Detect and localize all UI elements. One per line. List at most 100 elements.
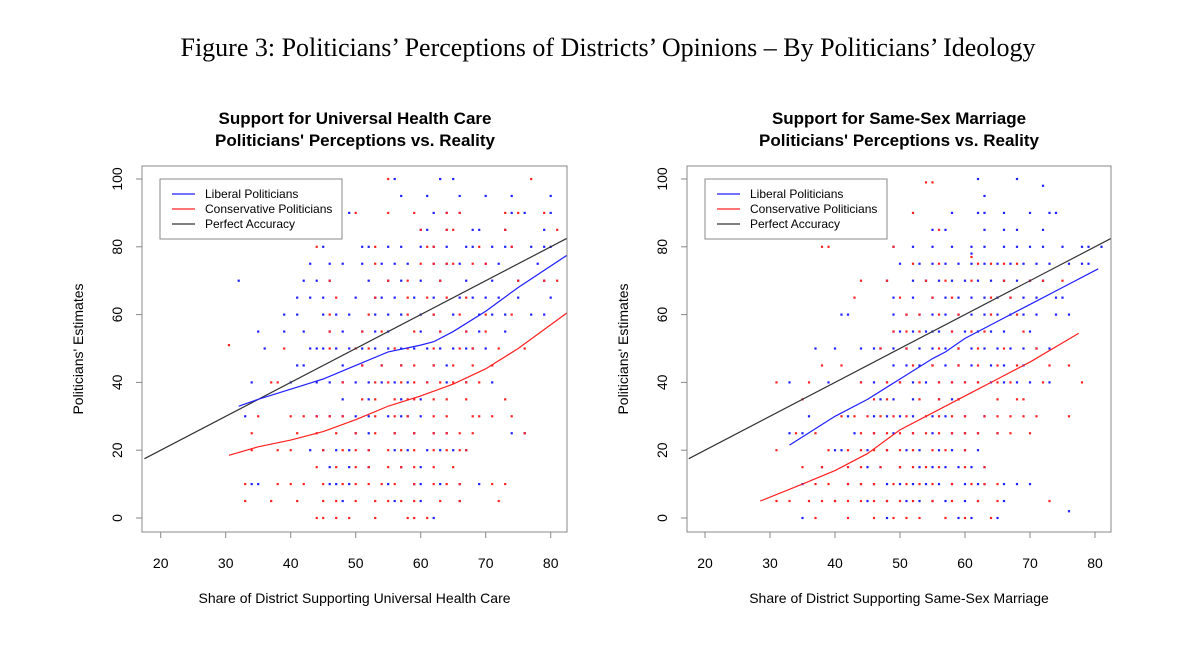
liberal-point xyxy=(1048,262,1051,265)
liberal-point xyxy=(257,330,260,333)
liberal-point xyxy=(983,245,986,248)
liberal-point xyxy=(931,347,934,350)
conservative-point xyxy=(439,381,442,384)
conservative-point xyxy=(413,432,416,435)
liberal-point xyxy=(458,296,461,299)
conservative-point xyxy=(335,499,338,503)
liberal-point xyxy=(341,398,344,401)
liberal-point xyxy=(406,262,409,265)
liberal-point xyxy=(944,296,947,299)
liberal-point xyxy=(944,313,947,316)
liberal-point xyxy=(335,347,338,350)
conservative-point xyxy=(879,347,882,350)
conservative-point xyxy=(374,262,377,265)
conservative-point xyxy=(944,516,947,520)
liberal-point xyxy=(257,483,260,486)
liberal-point xyxy=(452,449,455,452)
conservative-point xyxy=(950,483,954,486)
conservative-point xyxy=(315,466,318,469)
liberal-point xyxy=(419,398,422,401)
liberal-point xyxy=(549,194,552,198)
liberal-point xyxy=(1022,262,1025,265)
conservative-point xyxy=(289,483,292,486)
conservative-point xyxy=(406,296,409,299)
liberal-point xyxy=(983,194,986,198)
liberal-point xyxy=(296,364,299,367)
conservative-point xyxy=(439,499,442,503)
conservative-point xyxy=(885,499,889,503)
chart-panel-2: Support for Same-Sex Marriage Politicians… xyxy=(615,109,1112,606)
liberal-point xyxy=(905,499,908,503)
liberal-point xyxy=(419,499,422,503)
liberal-point xyxy=(439,483,442,486)
liberal-point xyxy=(976,177,980,181)
conservative-point xyxy=(432,398,435,401)
conservative-point xyxy=(937,432,941,435)
conservative-point xyxy=(957,364,960,367)
conservative-point xyxy=(439,330,442,333)
liberal-point xyxy=(484,296,487,299)
liberal-point xyxy=(504,245,507,248)
liberal-point xyxy=(445,364,448,367)
liberal-point xyxy=(348,347,351,350)
liberal-point xyxy=(302,279,305,282)
conservative-point xyxy=(898,381,902,384)
x-tick-label: 60 xyxy=(413,555,429,571)
conservative-point xyxy=(833,499,837,503)
liberal-point xyxy=(833,347,837,350)
liberal-point xyxy=(432,211,435,214)
conservative-point xyxy=(911,432,915,435)
y-tick-label: 100 xyxy=(109,167,125,191)
conservative-point xyxy=(1080,381,1084,384)
liberal-point xyxy=(1015,279,1019,282)
conservative-point xyxy=(432,432,435,435)
y-axis-label: Politicians' Estimates xyxy=(615,283,631,414)
liberal-point xyxy=(937,449,941,452)
conservative-point xyxy=(380,330,383,333)
liberal-point xyxy=(924,330,928,333)
liberal-point xyxy=(484,194,487,198)
liberal-point xyxy=(983,296,986,299)
conservative-point xyxy=(250,449,253,452)
conservative-point xyxy=(367,483,370,486)
conservative-point xyxy=(504,211,507,214)
liberal-point xyxy=(892,398,895,401)
liberal-point xyxy=(393,262,396,265)
conservative-point xyxy=(400,449,403,452)
conservative-point xyxy=(846,499,850,503)
liberal-point xyxy=(918,364,921,367)
legend-label-conservative: Conservative Politicians xyxy=(750,202,877,216)
conservative-point xyxy=(374,296,377,299)
liberal-point xyxy=(374,330,377,333)
conservative-point xyxy=(393,415,396,418)
conservative-point xyxy=(905,483,908,486)
liberal-point xyxy=(348,466,351,469)
conservative-point xyxy=(846,449,850,452)
conservative-point xyxy=(335,516,338,520)
conservative-point xyxy=(458,211,461,214)
y-tick-label: 40 xyxy=(109,374,125,390)
y-tick-label: 60 xyxy=(109,307,125,323)
liberal-point xyxy=(341,364,344,367)
liberal-point xyxy=(458,194,461,198)
liberal-point xyxy=(944,499,947,503)
liberal-point xyxy=(931,228,934,231)
liberal-point xyxy=(471,245,474,248)
conservative-point xyxy=(393,347,396,350)
conservative-point xyxy=(374,516,377,520)
liberal-point xyxy=(1015,483,1019,486)
liberal-point xyxy=(341,330,344,333)
conservative-point xyxy=(859,483,863,486)
liberal-point xyxy=(302,364,305,367)
liberal-point xyxy=(1035,313,1038,316)
conservative-point xyxy=(465,398,468,401)
liberal-point xyxy=(348,211,351,214)
conservative-point xyxy=(905,330,908,333)
x-tick-label: 70 xyxy=(478,555,494,571)
liberal-point xyxy=(302,330,305,333)
liberal-point xyxy=(309,347,312,350)
liberal-point xyxy=(866,466,869,469)
conservative-point xyxy=(807,381,811,384)
liberal-point xyxy=(523,211,526,214)
